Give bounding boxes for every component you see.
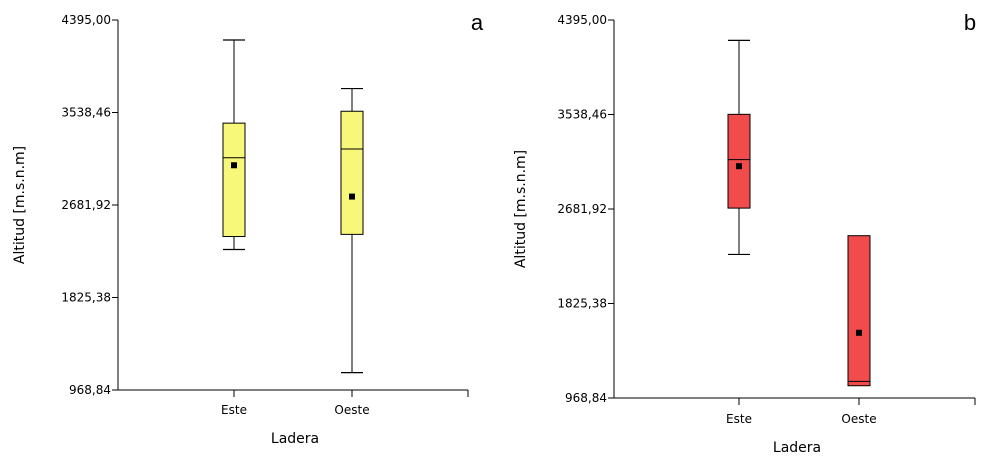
y-tick-label: 3538,46 xyxy=(61,106,111,120)
mean-marker xyxy=(736,163,742,170)
x-tick-label: Este xyxy=(221,403,247,417)
y-tick-label: 968,84 xyxy=(565,391,607,405)
box-iqr xyxy=(222,122,246,238)
y-tick-label: 4395,00 xyxy=(61,13,111,27)
y-tick-label: 4395,00 xyxy=(557,13,607,27)
mean-marker xyxy=(231,162,237,169)
y-axis-title: Altitud [m.s.n.m] xyxy=(513,150,529,268)
x-tick-label: Este xyxy=(726,412,752,426)
box-oeste xyxy=(847,235,871,405)
x-tick-label: Oeste xyxy=(334,403,369,417)
box-iqr xyxy=(847,235,871,387)
y-tick-label: 2681,92 xyxy=(557,202,607,216)
panel-label: b xyxy=(964,10,976,35)
box-este xyxy=(727,39,751,405)
y-tick-label: 3538,46 xyxy=(557,108,607,122)
panel-label: a xyxy=(471,10,484,35)
box-iqr xyxy=(727,113,751,209)
box-oeste xyxy=(340,87,364,397)
box-este xyxy=(222,39,246,397)
boxplot-panel-a: 4395,00 3538,46 2681,92 1825,38 968,84 Este Oe… xyxy=(12,10,484,447)
x-tick-label: Oeste xyxy=(841,412,876,426)
y-tick-label: 1825,38 xyxy=(61,291,111,305)
y-axis-title: Altitud [m.s.n.m] xyxy=(12,146,28,264)
y-tick-label: 968,84 xyxy=(69,383,111,397)
y-tick-label: 2681,92 xyxy=(61,198,111,212)
mean-marker xyxy=(349,193,355,200)
x-axis-title: Ladera xyxy=(271,431,319,447)
box-iqr xyxy=(340,110,364,235)
x-axis-title: Ladera xyxy=(773,440,821,456)
mean-marker xyxy=(856,329,862,336)
boxplot-panel-b: 4395,00 3538,46 2681,92 1825,38 968,84 Este Oe… xyxy=(513,10,976,456)
y-tick-label: 1825,38 xyxy=(557,297,607,311)
